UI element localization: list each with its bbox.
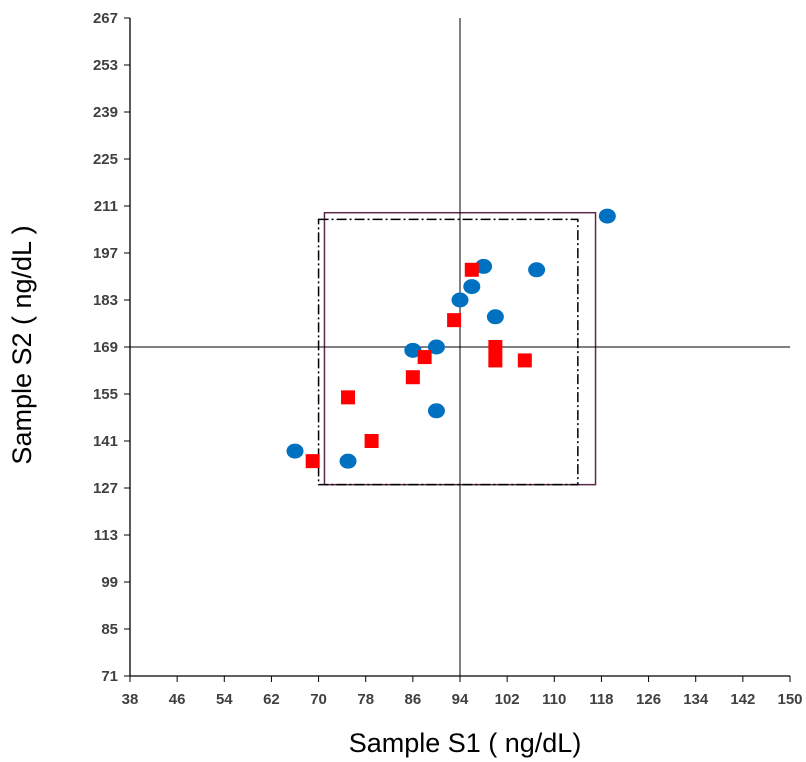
square-data-point <box>488 353 503 368</box>
x-tick-label: 126 <box>636 691 661 708</box>
circle-data-point <box>475 258 493 274</box>
dash-dot-limit-box <box>317 218 579 486</box>
y-axis-title: Sample S2 ( ng/dL ) <box>7 225 37 464</box>
y-axis-ticks: 71 85 99 113 127 141 155 169 183 197 211 225 239 253 2… <box>93 10 130 685</box>
circle-data-point <box>598 208 616 224</box>
circle-data-point <box>463 279 481 295</box>
x-axis-ticks: 38 46 54 62 70 78 86 94 102 110 118 126 134 142 150 <box>122 676 803 708</box>
y-tick-label: 225 <box>93 151 118 168</box>
reference-lines <box>130 18 790 676</box>
x-tick-label: 110 <box>542 691 566 708</box>
square-data-point <box>517 353 532 368</box>
y-tick-label: 197 <box>93 245 118 262</box>
circle-data-point <box>486 309 504 325</box>
x-tick-label: 134 <box>683 691 709 708</box>
y-tick-label: 127 <box>93 480 118 497</box>
y-tick-label: 169 <box>93 339 118 356</box>
x-tick-label: 142 <box>730 691 755 708</box>
x-tick-label: 70 <box>310 691 327 708</box>
y-tick-label: 211 <box>94 198 118 215</box>
x-tick-label: 46 <box>169 691 186 708</box>
square-data-point <box>447 313 462 328</box>
y-tick-label: 267 <box>93 10 118 27</box>
square-data-point <box>488 340 503 354</box>
x-tick-label: 78 <box>357 691 374 708</box>
square-data-point <box>405 370 420 385</box>
y-tick-label: 239 <box>93 104 118 121</box>
circle-data-point <box>528 262 546 278</box>
x-tick-label: 54 <box>216 691 233 708</box>
square-data-point <box>364 434 379 448</box>
x-tick-label: 118 <box>589 691 613 708</box>
y-tick-label: 253 <box>93 57 118 74</box>
x-tick-label: 102 <box>495 691 520 708</box>
y-tick-label: 141 <box>93 433 118 450</box>
limit-boxes <box>317 211 597 486</box>
circle-data-point <box>451 292 469 308</box>
x-tick-label: 38 <box>122 691 139 708</box>
x-tick-label: 94 <box>452 691 469 708</box>
y-tick-label: 113 <box>94 527 118 544</box>
y-tick-label: 99 <box>101 574 118 591</box>
square-data-point <box>417 350 432 365</box>
square-data-point <box>341 390 356 405</box>
square-data-point <box>305 454 320 469</box>
circle-data-point <box>427 339 445 355</box>
x-tick-label: 86 <box>405 691 422 708</box>
x-tick-label: 62 <box>263 691 280 708</box>
x-tick-label: 150 <box>777 691 802 708</box>
circle-data-point <box>286 443 304 459</box>
y-tick-label: 183 <box>93 292 118 309</box>
y-tick-label: 155 <box>93 386 118 403</box>
circle-data-point <box>339 453 357 469</box>
y-tick-label: 71 <box>101 668 118 685</box>
square-data-point <box>464 262 479 277</box>
data-points <box>286 208 616 469</box>
y-tick-label: 85 <box>101 621 118 638</box>
circle-data-point <box>427 403 445 419</box>
x-axis-title: Sample S1 ( ng/dL) <box>349 728 582 758</box>
circle-data-point <box>404 342 422 358</box>
